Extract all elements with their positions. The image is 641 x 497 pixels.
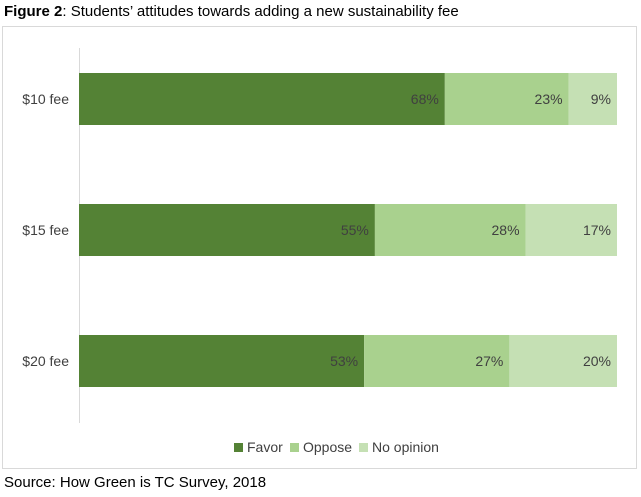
bar-segment-no-opinion — [525, 204, 617, 256]
data-label-favor: 53% — [330, 353, 358, 369]
bar-segment-favor — [79, 204, 375, 256]
category-label: $15 fee — [22, 222, 69, 238]
legend-swatch-no-opinion — [359, 443, 368, 452]
data-label-no-opinion: 20% — [583, 353, 611, 369]
chart-frame: $10 fee 68% 23% 9% $15 fee 55% 28% 17% $20 fee 53… — [2, 26, 637, 469]
bar-segment-favor — [79, 335, 365, 387]
data-label-favor: 55% — [341, 222, 369, 238]
category-label: $20 fee — [22, 353, 69, 369]
figure-caption: Figure 2: Students’ attitudes towards ad… — [4, 3, 459, 20]
category-label: $10 fee — [22, 91, 69, 107]
data-label-favor: 68% — [411, 91, 439, 107]
source-note: Source: How Green is TC Survey, 2018 — [4, 474, 267, 491]
legend-label-favor: Favor — [247, 439, 283, 455]
bar-segment-favor — [79, 73, 445, 125]
bar-segment-no-opinion — [568, 73, 617, 125]
bar-segment-oppose — [364, 335, 510, 387]
data-label-no-opinion: 17% — [583, 222, 611, 238]
figure-title: : Students’ attitudes towards adding a n… — [62, 3, 459, 20]
legend-label-oppose: Oppose — [303, 439, 352, 455]
legend-label-no-opinion: No opinion — [372, 439, 439, 455]
legend-swatch-favor — [234, 443, 243, 452]
bar-segment-oppose — [374, 204, 526, 256]
data-label-oppose: 27% — [475, 353, 503, 369]
bar-segment-oppose — [444, 73, 569, 125]
legend-swatch-oppose — [290, 443, 299, 452]
figure-number: Figure 2 — [4, 3, 63, 20]
data-label-no-opinion: 9% — [591, 91, 611, 107]
bar-segment-no-opinion — [509, 335, 617, 387]
data-label-oppose: 28% — [492, 222, 520, 238]
stacked-bar-chart: $10 fee 68% 23% 9% $15 fee 55% 28% 17% $20 fee 53… — [22, 48, 617, 455]
data-label-oppose: 23% — [535, 91, 563, 107]
